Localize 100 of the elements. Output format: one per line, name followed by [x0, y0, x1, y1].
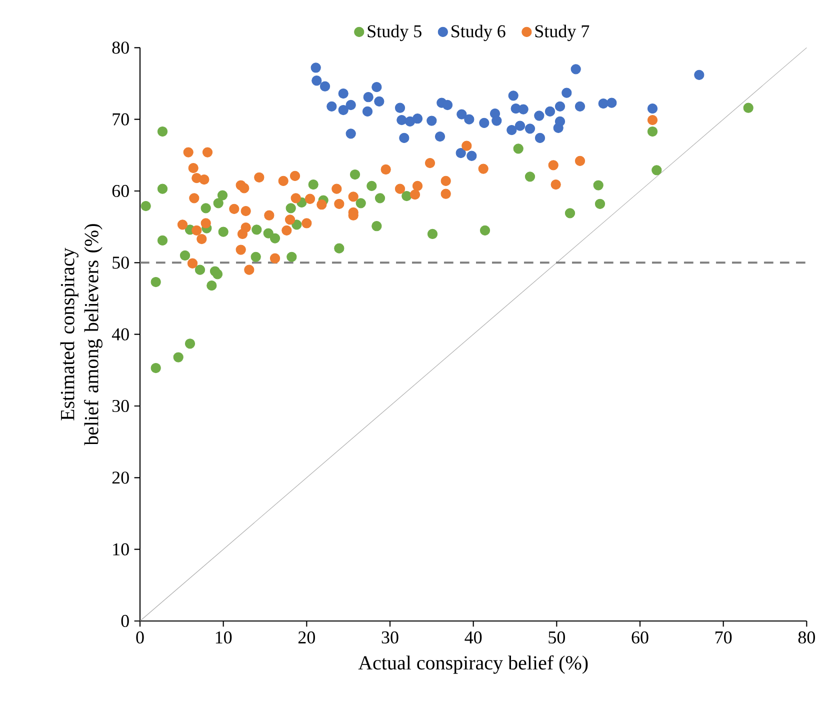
point	[534, 110, 544, 121]
point	[270, 253, 280, 264]
point	[544, 106, 556, 117]
point	[346, 128, 356, 139]
point	[466, 150, 477, 161]
point	[366, 180, 377, 192]
legend-label: Study 5	[368, 24, 422, 42]
point	[304, 194, 316, 204]
point	[177, 220, 188, 230]
point	[192, 225, 202, 236]
point	[282, 225, 292, 236]
point	[554, 116, 566, 127]
y-axis-title: Estimated conspiracy belief among believers (%)	[60, 224, 102, 446]
point	[456, 148, 466, 158]
point	[236, 244, 246, 255]
point	[574, 156, 586, 166]
point	[593, 180, 604, 190]
point	[302, 218, 312, 228]
point	[402, 190, 412, 202]
point	[518, 104, 528, 114]
point	[183, 147, 194, 158]
point	[334, 198, 344, 209]
point	[524, 172, 536, 182]
point	[140, 200, 151, 212]
point	[506, 125, 517, 136]
point	[264, 210, 274, 220]
point	[562, 88, 572, 98]
point	[426, 116, 437, 126]
x-axis-title: Actual conspiracy belief (%)	[358, 655, 588, 674]
x-tick-label: 20	[298, 631, 315, 644]
point	[374, 96, 384, 106]
point	[292, 220, 302, 230]
point	[554, 101, 566, 112]
point	[434, 131, 446, 142]
point	[647, 126, 658, 137]
point	[394, 102, 406, 113]
point	[410, 190, 420, 200]
point	[652, 165, 662, 176]
point	[524, 124, 536, 134]
point	[647, 104, 658, 114]
point	[184, 338, 196, 349]
point	[394, 184, 406, 194]
point	[363, 92, 374, 102]
point	[254, 172, 264, 182]
legend-label: Study 6	[452, 24, 506, 42]
point	[157, 126, 168, 137]
point	[173, 352, 184, 362]
point	[312, 76, 322, 86]
x-tick-label: 30	[382, 631, 398, 644]
point	[534, 132, 546, 144]
point	[412, 180, 423, 192]
point	[244, 264, 254, 275]
point	[263, 228, 274, 238]
point	[200, 218, 211, 228]
point	[479, 118, 490, 128]
point	[150, 362, 161, 374]
point	[252, 224, 262, 235]
point	[286, 252, 297, 262]
point	[212, 269, 223, 280]
point	[356, 198, 366, 208]
y-tick-label: 40	[112, 328, 129, 340]
y-tick-label: 50	[112, 256, 129, 269]
point	[286, 203, 296, 214]
point	[189, 193, 200, 204]
x-tick-label: 10	[216, 631, 232, 644]
point	[157, 235, 168, 246]
point	[594, 198, 606, 209]
point	[199, 174, 210, 185]
point	[647, 114, 658, 126]
x-tick-label: 80	[798, 631, 815, 644]
point	[492, 116, 502, 126]
point	[346, 100, 356, 110]
point	[478, 164, 488, 174]
point	[213, 198, 224, 208]
point	[338, 104, 348, 116]
point	[442, 100, 453, 110]
point	[196, 234, 207, 244]
point	[316, 200, 327, 210]
point	[240, 206, 251, 216]
point	[202, 147, 213, 158]
point	[217, 190, 228, 200]
point	[284, 214, 296, 225]
point	[464, 114, 474, 124]
point	[250, 252, 261, 262]
point	[187, 258, 198, 268]
point	[456, 109, 467, 120]
point	[598, 98, 608, 109]
point	[412, 114, 423, 124]
point	[564, 208, 576, 218]
point	[380, 164, 391, 175]
point	[372, 221, 382, 232]
y-tick-label: 30	[112, 400, 129, 412]
point	[278, 176, 288, 186]
x-tick-label: 0	[136, 631, 144, 644]
y-tick-label: 70	[112, 113, 129, 126]
point	[350, 169, 360, 180]
point	[290, 170, 300, 182]
point	[508, 90, 518, 101]
point	[150, 276, 161, 288]
point	[200, 203, 211, 214]
